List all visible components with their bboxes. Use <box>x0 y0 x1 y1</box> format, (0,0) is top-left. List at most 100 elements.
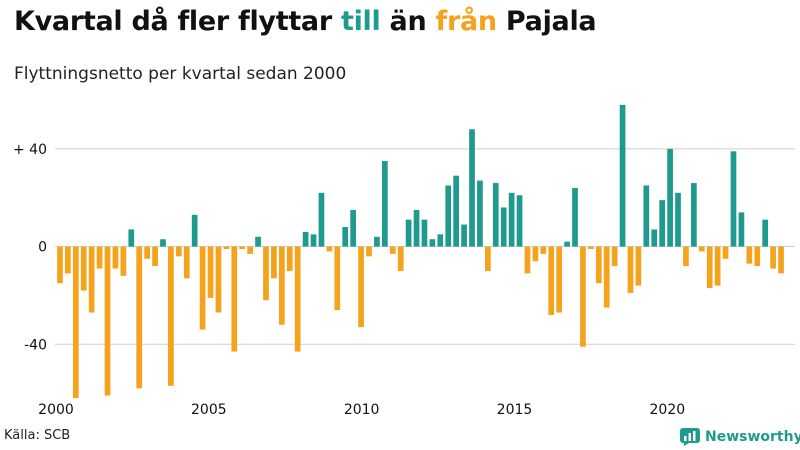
bar <box>255 236 261 247</box>
bar <box>278 246 285 325</box>
brand: Newsworthy <box>680 428 800 446</box>
bar <box>128 229 135 247</box>
y-axis-ticks: + 40 0 -40 <box>13 142 47 353</box>
bar <box>437 234 444 247</box>
bar-chart-icon <box>680 428 700 446</box>
bar <box>358 246 364 328</box>
bar <box>247 246 253 254</box>
bar <box>239 246 246 249</box>
bar <box>271 246 277 279</box>
bar <box>532 246 539 262</box>
bar <box>413 209 420 247</box>
bar <box>635 246 642 286</box>
title-word-fran: från <box>435 6 498 37</box>
bar <box>144 246 150 259</box>
x-tick-label: 2010 <box>344 402 380 418</box>
bars <box>57 104 784 398</box>
bar <box>667 148 673 247</box>
bar <box>500 207 507 247</box>
bar <box>104 246 111 396</box>
bar <box>516 195 523 247</box>
bar <box>183 246 190 279</box>
title-part-1: Kvartal då fler flyttar <box>14 6 341 37</box>
bar <box>120 246 127 276</box>
bar <box>310 234 317 247</box>
bar <box>302 231 309 247</box>
bar <box>603 246 610 308</box>
bar <box>619 104 626 247</box>
bar <box>421 219 428 247</box>
bar <box>374 236 380 247</box>
x-tick-label: 2005 <box>191 402 227 418</box>
bar <box>342 227 349 247</box>
chart-subtitle: Flyttningsnetto per kvartal sedan 2000 <box>14 64 347 84</box>
bar <box>730 151 737 247</box>
y-tick-label: -40 <box>24 337 47 353</box>
bar <box>706 246 713 289</box>
bar <box>572 187 578 247</box>
bar <box>57 246 63 284</box>
bar <box>350 209 356 247</box>
bar <box>397 246 404 271</box>
bar <box>334 246 341 311</box>
bar <box>588 246 594 249</box>
bar <box>659 200 666 247</box>
bar <box>381 161 388 247</box>
bar <box>492 183 499 247</box>
source-note: Källa: SCB <box>4 428 71 443</box>
bar <box>389 246 396 254</box>
bar <box>215 246 222 313</box>
bar <box>564 241 570 247</box>
y-tick-label: 0 <box>38 240 47 256</box>
bar <box>508 192 515 247</box>
bar <box>326 246 333 252</box>
x-tick-label: 2015 <box>497 402 533 418</box>
bar <box>556 246 563 313</box>
bar <box>160 239 166 247</box>
bar <box>72 246 79 398</box>
bar <box>405 219 412 247</box>
bar <box>175 246 182 257</box>
bar <box>294 246 301 352</box>
bar <box>445 185 452 247</box>
bar <box>469 129 475 247</box>
bar <box>738 212 745 247</box>
bar <box>611 246 618 267</box>
bar <box>453 175 460 247</box>
chart-title: Kvartal då fler flyttar till än från Paj… <box>14 6 597 37</box>
title-word-till: till <box>340 6 381 37</box>
title-part-2: än <box>380 6 436 37</box>
bar <box>762 219 769 247</box>
bar <box>263 246 269 301</box>
bar <box>540 246 547 254</box>
bar <box>199 246 206 330</box>
bar <box>651 229 658 247</box>
bar <box>168 246 174 386</box>
title-part-3: Pajala <box>496 6 597 37</box>
bar <box>461 224 467 247</box>
bar <box>698 246 705 252</box>
bar <box>580 246 586 347</box>
bar <box>318 192 325 247</box>
bar <box>366 246 372 257</box>
x-tick-label: 2020 <box>650 402 686 418</box>
bar <box>722 246 729 259</box>
bar <box>754 246 761 267</box>
bar <box>675 192 681 247</box>
bar <box>595 246 602 284</box>
bar <box>485 246 491 271</box>
bar <box>136 246 143 389</box>
y-tick-label: + 40 <box>13 142 47 158</box>
brand-label: Newsworthy <box>705 429 800 445</box>
bar <box>524 246 531 274</box>
bar <box>429 239 436 247</box>
x-axis-ticks: 2000 2005 2010 2015 2020 <box>38 402 685 418</box>
bar <box>88 246 95 313</box>
bar <box>80 246 87 291</box>
bar <box>207 246 214 298</box>
bar <box>477 180 483 247</box>
bar <box>643 185 650 247</box>
bar <box>627 246 634 293</box>
bar <box>770 246 776 269</box>
